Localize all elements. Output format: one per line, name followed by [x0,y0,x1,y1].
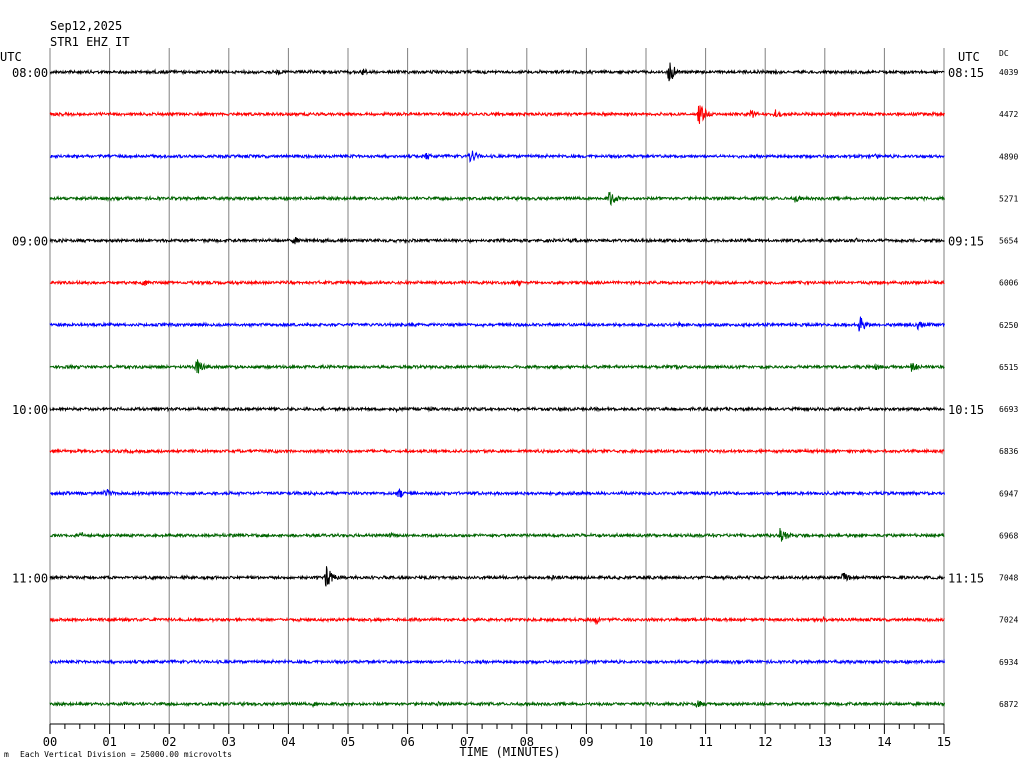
left-axis-zone: UTC [0,50,22,64]
trace-labels: 08:00 08:15 4039 4472 4890 5271 09:00 09:15 5654… [12,66,1018,709]
x-tick-label: 05 [341,735,355,749]
x-tick-label: 14 [877,735,891,749]
trace-9 [49,447,945,455]
trace-1 [49,105,945,124]
x-tick-label: 01 [102,735,116,749]
x-tick-label: 07 [460,735,474,749]
x-tick-label: 08 [520,735,534,749]
x-tick-label: 11 [698,735,712,749]
x-tick-label: 03 [222,735,236,749]
dc-value: 6947 [999,489,1018,498]
trace-4 [49,237,945,245]
dc-value: 4039 [999,68,1018,77]
dc-value: 6872 [999,700,1018,709]
right-time-label: 09:15 [948,235,984,249]
x-axis: 00 01 02 03 04 05 06 07 08 09 10 11 12 13 14 15 [43,723,951,749]
left-time-label: 10:00 [12,403,48,417]
trace-11 [50,527,945,542]
trace-6 [49,316,945,332]
dc-value: 4890 [999,152,1018,161]
x-tick-label: 15 [937,735,951,749]
right-time-label: 11:15 [948,572,984,586]
x-tick-label: 12 [758,735,772,749]
trace-5 [49,279,945,287]
dc-value: 6006 [999,279,1018,288]
grid-lines [49,48,945,724]
right-axis-zone: UTC [958,50,980,64]
trace-3 [49,191,945,207]
dc-value: 5654 [999,237,1018,246]
x-tick-label: 09 [579,735,593,749]
scale-note-marker: m [4,750,9,759]
x-tick-label: 02 [162,735,176,749]
trace-14 [49,658,945,666]
trace-lines [49,62,945,709]
dc-value: 6693 [999,405,1018,414]
trace-12 [49,566,945,587]
trace-8 [49,405,945,414]
x-axis-label: TIME (MINUTES) [459,745,560,759]
dc-value: 4472 [999,110,1018,119]
dc-value: 6836 [999,447,1018,456]
dc-value: 7048 [999,574,1018,583]
trace-15 [49,700,945,709]
dc-value: 7024 [999,616,1018,625]
right-time-label: 10:15 [948,403,984,417]
left-time-label: 08:00 [12,66,48,80]
dc-value: 6968 [999,531,1018,540]
trace-10 [50,488,945,498]
x-tick-label: 10 [639,735,653,749]
trace-0 [49,62,945,82]
dc-value: 6515 [999,363,1018,372]
dc-value: 6934 [999,658,1018,667]
trace-7 [49,359,945,374]
x-tick-label: 04 [281,735,295,749]
left-time-label: 11:00 [12,572,48,586]
x-tick-label: 00 [43,735,57,749]
dc-value: 5271 [999,194,1018,203]
dc-value: 6250 [999,321,1018,330]
x-tick-label: 06 [400,735,414,749]
trace-13 [49,615,945,625]
left-time-label: 09:00 [12,235,48,249]
header-station: STR1 EHZ IT [50,35,129,49]
trace-2 [49,150,945,163]
x-tick-label: 13 [818,735,832,749]
right-time-label: 08:15 [948,66,984,80]
dc-header: DC [999,49,1009,58]
scale-note: Each Vertical Division = 25000.00 microv… [20,750,232,759]
header-date: Sep12,2025 [50,19,122,33]
